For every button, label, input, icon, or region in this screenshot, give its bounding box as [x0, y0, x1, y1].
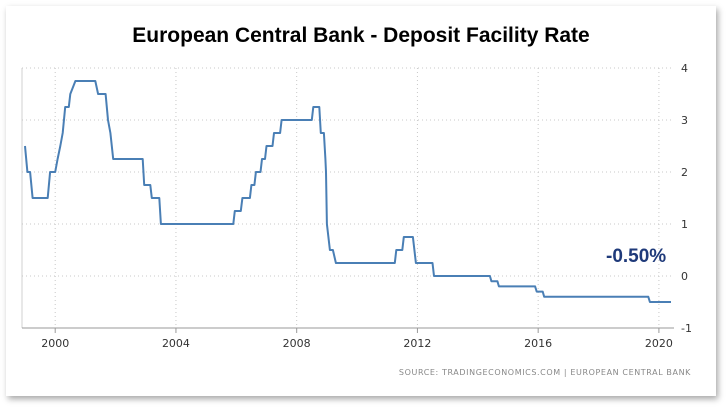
source-note: SOURCE: TRADINGECONOMICS.COM | EUROPEAN …	[399, 368, 691, 377]
y-tick-label: -1	[681, 322, 692, 335]
line-chart: 4 3 2 1 0 -1 2000 2004 2008 2012 2016 2020 -0.50% S…	[21, 62, 692, 377]
rate-series-line	[24, 80, 671, 303]
series-layer	[24, 80, 671, 303]
grid	[21, 67, 674, 329]
y-tick-label: 4	[681, 62, 688, 75]
x-tick-label: 2020	[645, 337, 673, 350]
x-tick-label: 2016	[524, 337, 552, 350]
x-tick-label: 2008	[283, 337, 311, 350]
x-tick-label: 2004	[162, 337, 190, 350]
chart-card: European Central Bank - Deposit Facility…	[6, 6, 716, 396]
latest-value-callout: -0.50%	[606, 246, 666, 267]
y-tick-label: 3	[681, 114, 688, 127]
y-tick-label: 1	[681, 218, 688, 231]
axes: 4 3 2 1 0 -1 2000 2004 2008 2012 2016 2020	[22, 62, 692, 350]
y-tick-label: 0	[681, 270, 688, 283]
x-tick-label: 2000	[41, 337, 69, 350]
y-tick-label: 2	[681, 166, 688, 179]
chart-title: European Central Bank - Deposit Facility…	[132, 24, 590, 47]
x-tick-label: 2012	[403, 337, 431, 350]
